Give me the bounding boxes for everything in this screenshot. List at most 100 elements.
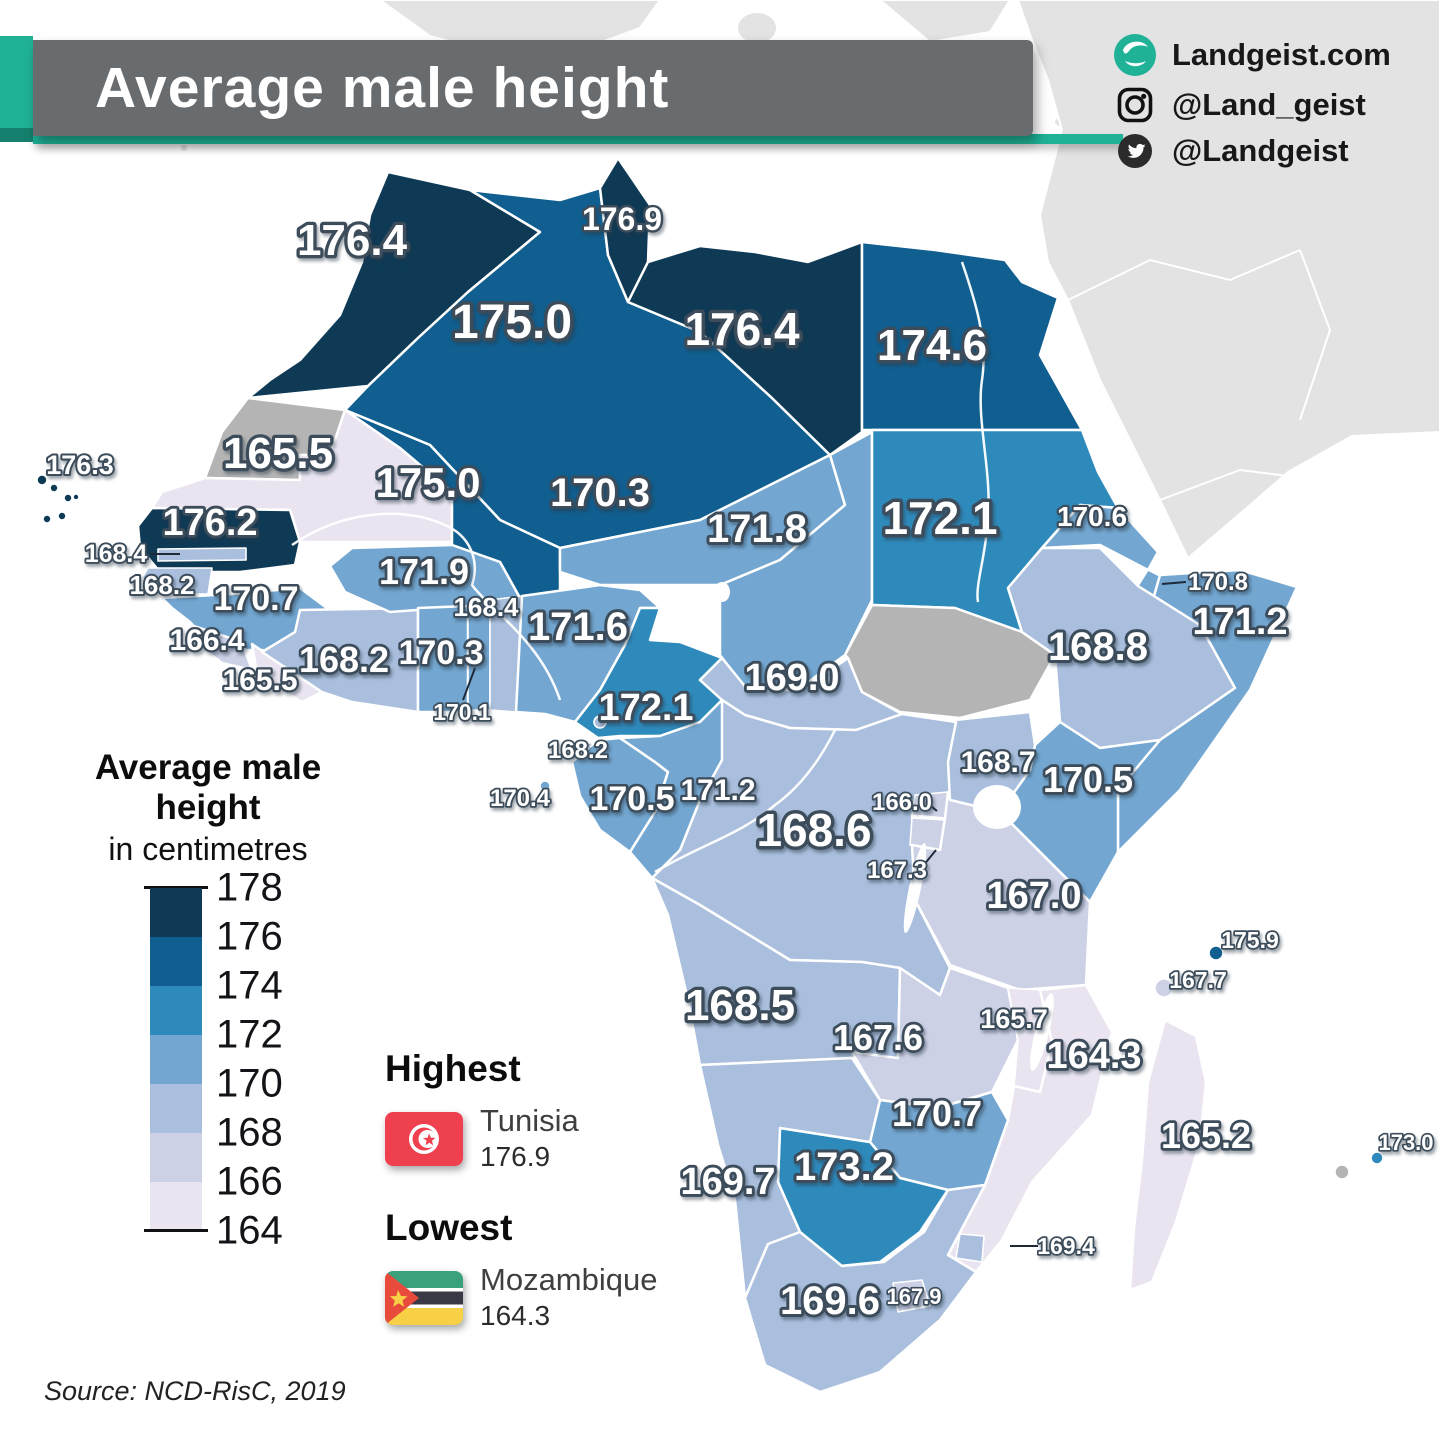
pointer-djibouti <box>1161 581 1187 585</box>
lowest-value: 164.3 <box>480 1300 551 1332</box>
country-gambia <box>157 547 247 562</box>
value-label-nigeria: 171.6 <box>528 605 628 649</box>
legend-tick-174: 174 <box>216 963 283 1007</box>
value-label-liberia: 165.5 <box>222 664 297 697</box>
value-label-niger: 170.3 <box>550 471 650 515</box>
legend-top-tick-line <box>144 885 208 889</box>
island-seychelles <box>1208 945 1224 961</box>
value-label-cape_verde: 176.3 <box>46 450 114 480</box>
value-label-sierra_leone: 166.4 <box>169 624 244 657</box>
legend-band-170-172 <box>150 1034 202 1084</box>
island-canary-3 <box>179 143 189 153</box>
value-label-tanzania: 167.0 <box>986 875 1081 917</box>
legend-band-166-168 <box>150 1132 202 1182</box>
value-label-gabon: 170.5 <box>589 780 674 818</box>
value-label-guinea: 170.7 <box>213 580 298 618</box>
value-label-namibia: 169.7 <box>680 1161 775 1203</box>
pointer-togo <box>462 667 476 701</box>
legend-scale: 178 176 174 172 170 168 166 164 <box>88 865 328 1252</box>
pointer-burundi <box>922 849 937 867</box>
legend-band-176-178 <box>150 887 202 937</box>
legend-title-line1: Average male <box>94 748 322 787</box>
country-guinea-bissau <box>141 567 213 595</box>
value-label-ethiopia: 168.8 <box>1048 625 1148 669</box>
lowest-row: Mozambique 164.3 <box>385 1262 705 1332</box>
country-south-sudan <box>843 603 1057 720</box>
island-comoros <box>1154 978 1174 998</box>
legend-band-172-174 <box>150 985 202 1035</box>
cape-verde-islands <box>36 474 80 524</box>
country-tanzania <box>910 790 1092 992</box>
lake-chad <box>714 582 730 602</box>
border-middle-east-3 <box>1299 249 1332 421</box>
lake-tanganyika <box>903 842 927 934</box>
pointer-rwanda <box>925 801 938 812</box>
country-somalia <box>1116 568 1299 854</box>
value-label-uganda: 168.7 <box>960 746 1035 779</box>
value-label-kenya: 170.5 <box>1043 759 1133 800</box>
value-label-botswana: 173.2 <box>794 1145 894 1189</box>
countries <box>36 156 1384 1394</box>
legend-tick-166: 166 <box>216 1159 283 1203</box>
value-label-south_africa: 169.6 <box>780 1279 880 1323</box>
instagram-handle: @Land_geist <box>1172 87 1366 122</box>
banner-underline <box>33 134 1123 144</box>
value-label-rwanda: 166.0 <box>872 789 932 816</box>
country-sierra-leone <box>186 622 254 672</box>
page-title: Average male height <box>95 56 670 120</box>
banner-accent-bar <box>0 36 33 128</box>
highest-lowest-panel: Highest Tunisia 176.9 Lowest <box>385 1048 705 1366</box>
value-label-madagascar: 165.2 <box>1161 1115 1251 1156</box>
value-label-eq_guinea: 168.2 <box>548 737 608 764</box>
niger-river <box>291 512 562 701</box>
legend-band-164-166 <box>150 1181 202 1231</box>
island-reunion <box>1334 1164 1350 1180</box>
highest-row: Tunisia 176.9 <box>385 1103 705 1173</box>
lowest-text: Mozambique 164.3 <box>480 1262 657 1332</box>
value-label-egypt: 174.6 <box>877 321 987 370</box>
instagram-icon <box>1112 86 1158 124</box>
legend-tick-labels: 178 176 174 172 170 168 166 164 <box>216 865 296 1252</box>
value-label-eritrea: 170.6 <box>1057 501 1127 532</box>
value-label-djibouti: 170.8 <box>1188 569 1248 596</box>
country-lesotho <box>892 1279 931 1313</box>
value-label-ghana: 170.3 <box>398 634 483 672</box>
value-label-cote_divoire: 168.2 <box>299 639 389 680</box>
value-label-tunisia: 176.9 <box>582 201 662 237</box>
legend-band-174-176 <box>150 936 202 986</box>
pointer-lines <box>150 553 1187 1247</box>
country-namibia <box>698 1056 882 1300</box>
legend-tick-170: 170 <box>216 1061 283 1105</box>
value-label-senegal: 176.2 <box>162 502 257 544</box>
legend-tick-168: 168 <box>216 1110 283 1154</box>
landmass-greece <box>879 0 1011 43</box>
value-label-sao_tome: 170.4 <box>490 785 551 812</box>
title-banner: Average male height <box>33 40 1033 136</box>
island-bioko <box>593 715 607 729</box>
tunisia-flag <box>385 1111 463 1166</box>
twitter-handle: @Landgeist <box>1172 133 1349 168</box>
legend-tick-172: 172 <box>216 1012 283 1056</box>
country-libya <box>626 240 864 457</box>
value-label-algeria: 175.0 <box>452 296 572 349</box>
value-label-comoros: 167.7 <box>1169 967 1227 993</box>
highest-country: Tunisia <box>480 1103 579 1138</box>
value-label-libya: 176.4 <box>684 303 800 355</box>
value-label-eswatini: 169.4 <box>1037 1233 1095 1259</box>
landgeist-globe-icon <box>1112 33 1158 77</box>
branding-instagram: @Land_geist <box>1098 86 1391 124</box>
legend-bottom-tick-line <box>144 1228 208 1232</box>
value-label-car: 169.0 <box>744 657 839 699</box>
lowest-heading: Lowest <box>385 1207 513 1249</box>
value-label-seychelles: 175.9 <box>1221 927 1279 953</box>
value-label-cameroon: 172.1 <box>598 687 693 729</box>
country-madagascar <box>1128 1018 1208 1292</box>
value-label-benin: 168.4 <box>453 592 519 622</box>
highest-text: Tunisia 176.9 <box>480 1103 579 1173</box>
border-middle-east-1 <box>1067 249 1301 301</box>
value-label-burkina_faso: 171.9 <box>379 551 469 592</box>
branding-website: Landgeist.com <box>1098 33 1391 77</box>
source-note: Source: NCD-RisC, 2019 <box>44 1376 346 1406</box>
value-label-chad: 171.8 <box>707 507 807 551</box>
